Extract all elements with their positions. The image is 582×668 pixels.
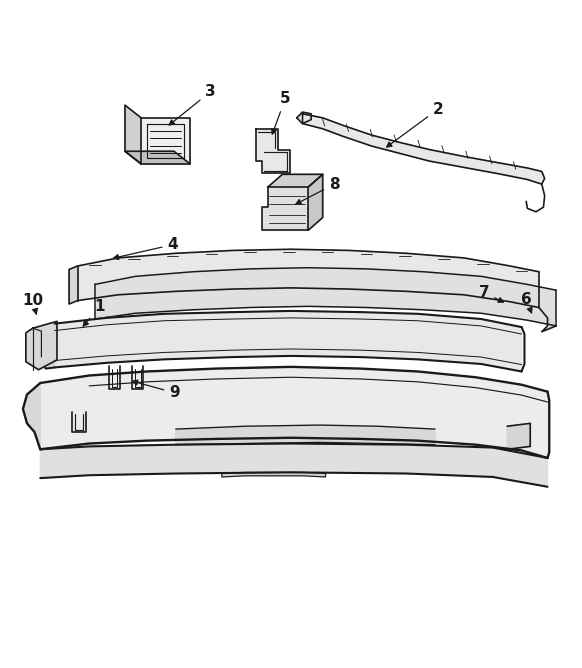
Polygon shape (26, 321, 57, 370)
Text: 6: 6 (521, 292, 532, 313)
Polygon shape (40, 444, 548, 487)
Text: 3: 3 (169, 84, 215, 125)
Polygon shape (303, 114, 545, 184)
Polygon shape (268, 174, 322, 187)
Polygon shape (262, 187, 308, 230)
Polygon shape (297, 112, 311, 124)
Text: 4: 4 (113, 237, 178, 259)
Text: 2: 2 (386, 102, 443, 147)
Polygon shape (176, 425, 435, 445)
Text: 7: 7 (479, 285, 503, 302)
Polygon shape (257, 130, 290, 172)
Text: 5: 5 (272, 92, 290, 134)
Polygon shape (69, 266, 78, 304)
Polygon shape (507, 424, 530, 450)
Polygon shape (308, 174, 322, 230)
Text: 8: 8 (296, 176, 339, 204)
Polygon shape (95, 268, 556, 326)
Polygon shape (55, 311, 521, 371)
Polygon shape (141, 118, 190, 164)
Polygon shape (78, 249, 539, 307)
Polygon shape (23, 383, 40, 450)
Text: 9: 9 (133, 380, 180, 400)
Polygon shape (34, 323, 55, 369)
Text: 1: 1 (83, 299, 105, 326)
Polygon shape (40, 367, 548, 458)
Polygon shape (125, 105, 141, 164)
Polygon shape (125, 151, 190, 164)
Polygon shape (222, 472, 325, 477)
Text: 10: 10 (22, 293, 43, 314)
Polygon shape (539, 307, 556, 332)
